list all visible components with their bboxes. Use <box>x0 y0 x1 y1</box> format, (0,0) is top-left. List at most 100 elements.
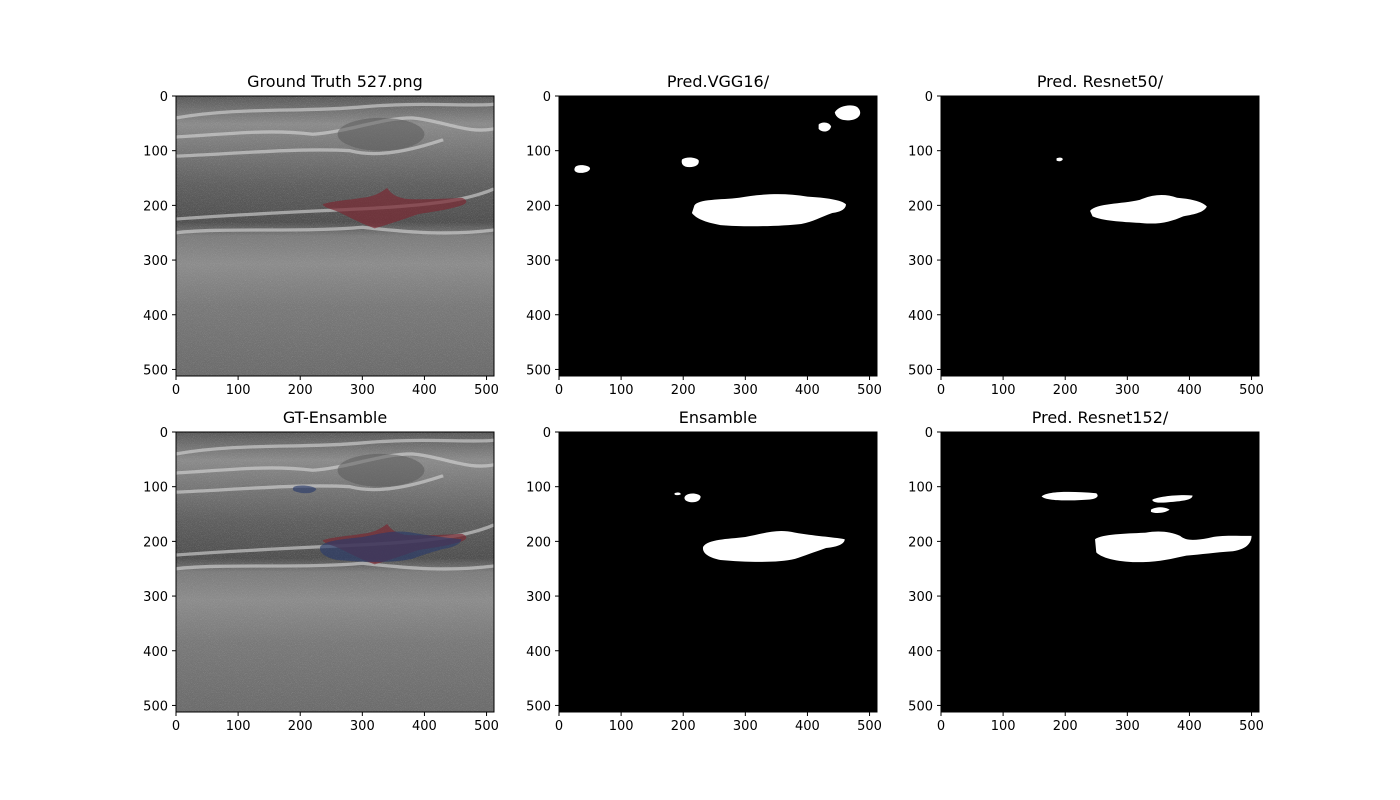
panel-image <box>559 96 877 376</box>
y-tick-label: 500 <box>143 363 168 378</box>
panel-image <box>176 96 494 376</box>
mask-background <box>941 432 1259 712</box>
y-tick-label: 300 <box>143 254 168 269</box>
axes-frame <box>940 95 1260 377</box>
y-tick-label: 400 <box>526 645 551 660</box>
y-tick-label: 400 <box>526 309 551 324</box>
axes-frame <box>558 431 878 713</box>
mask-region <box>1041 491 1098 501</box>
x-tick-label: 100 <box>609 719 634 734</box>
axes-frame <box>558 95 878 377</box>
y-tick-label: 100 <box>908 481 933 496</box>
x-tick-label: 300 <box>733 719 758 734</box>
panel-image <box>941 96 1259 376</box>
y-tick-label: 300 <box>143 590 168 605</box>
x-tick-label: 0 <box>172 383 180 398</box>
x-tick-label: 100 <box>226 719 251 734</box>
x-tick-label: 500 <box>474 383 499 398</box>
panel-title: Ensamble <box>679 408 757 427</box>
x-tick-label: 400 <box>412 719 437 734</box>
x-tick-label: 100 <box>609 383 634 398</box>
x-tick-label: 500 <box>1239 719 1264 734</box>
y-tick-label: 200 <box>908 535 933 550</box>
mask-region <box>818 122 832 132</box>
y-tick-label: 200 <box>526 535 551 550</box>
y-tick-label: 100 <box>526 481 551 496</box>
x-tick-label: 300 <box>733 383 758 398</box>
mask-region <box>691 194 846 227</box>
y-tick-label: 400 <box>143 645 168 660</box>
mask-region <box>1150 507 1170 513</box>
tissue-band <box>176 438 494 456</box>
tissue-band <box>176 102 494 120</box>
y-tick-label: 500 <box>908 363 933 378</box>
panel-image <box>559 432 877 712</box>
tissue-region <box>337 117 425 151</box>
mask-region <box>834 105 861 121</box>
panel-title: Pred. Resnet50/ <box>1037 72 1164 91</box>
mask-background <box>941 96 1259 376</box>
panel-title: GT-Ensamble <box>283 408 387 427</box>
x-tick-label: 500 <box>857 719 882 734</box>
panel-title: Ground Truth 527.png <box>247 72 423 91</box>
panel-gt-ensemble: GT-Ensamble 0 100 200 300 400 500 0 100 200 300 400… <box>143 408 499 734</box>
x-tick-label: 500 <box>857 383 882 398</box>
panel-image <box>176 432 494 712</box>
x-tick-label: 200 <box>1053 383 1078 398</box>
ultrasound-background <box>176 96 494 376</box>
x-tick-label: 200 <box>671 719 696 734</box>
ensemble-overlay <box>292 485 317 494</box>
y-tick-label: 100 <box>143 481 168 496</box>
x-tick-label: 400 <box>1177 383 1202 398</box>
y-tick-label: 100 <box>143 145 168 160</box>
mask-region <box>684 493 701 503</box>
y-tick-label: 400 <box>908 645 933 660</box>
mask-region <box>681 157 699 168</box>
y-tick-label: 300 <box>526 254 551 269</box>
y-tick-label: 500 <box>526 363 551 378</box>
mask-region <box>674 492 681 496</box>
x-tick-label: 300 <box>1115 383 1140 398</box>
x-tick-label: 200 <box>1053 719 1078 734</box>
y-tick-label: 0 <box>925 426 933 441</box>
x-tick-label: 500 <box>1239 383 1264 398</box>
y-tick-label: 100 <box>526 145 551 160</box>
y-tick-label: 300 <box>908 590 933 605</box>
panel-resnet152: Pred. Resnet152/0 100 200 300 400 500 0 100 200 3… <box>908 408 1264 734</box>
x-tick-label: 300 <box>1115 719 1140 734</box>
panel-resnet50: Pred. Resnet50/0 100 200 300 400 500 0 100 200 30… <box>908 72 1264 398</box>
y-tick-label: 500 <box>908 699 933 714</box>
x-tick-label: 200 <box>288 719 313 734</box>
y-tick-label: 500 <box>143 699 168 714</box>
panel-title: Pred. Resnet152/ <box>1032 408 1169 427</box>
mask-region <box>1095 531 1252 563</box>
x-tick-label: 400 <box>795 719 820 734</box>
panel-title: Pred.VGG16/ <box>667 72 770 91</box>
y-tick-label: 0 <box>543 426 551 441</box>
x-tick-label: 100 <box>991 383 1016 398</box>
panel-image <box>941 432 1259 712</box>
ensemble-overlay <box>319 531 462 562</box>
mask-region <box>574 165 591 173</box>
y-tick-label: 300 <box>908 254 933 269</box>
x-tick-label: 0 <box>937 383 945 398</box>
mask-background <box>559 432 877 712</box>
y-tick-label: 200 <box>143 199 168 214</box>
x-tick-label: 200 <box>288 383 313 398</box>
tissue-band <box>176 225 494 235</box>
x-tick-label: 0 <box>172 719 180 734</box>
mask-region <box>1056 157 1063 162</box>
y-tick-label: 0 <box>925 90 933 105</box>
tissue-region <box>337 453 425 487</box>
y-tick-label: 200 <box>526 199 551 214</box>
mask-region <box>1152 495 1193 503</box>
y-tick-label: 400 <box>908 309 933 324</box>
y-tick-label: 400 <box>143 309 168 324</box>
x-tick-label: 400 <box>1177 719 1202 734</box>
x-tick-label: 300 <box>350 383 375 398</box>
y-tick-label: 0 <box>543 90 551 105</box>
x-tick-label: 0 <box>555 719 563 734</box>
mask-region <box>1090 195 1207 224</box>
y-tick-label: 200 <box>908 199 933 214</box>
y-tick-label: 0 <box>160 426 168 441</box>
